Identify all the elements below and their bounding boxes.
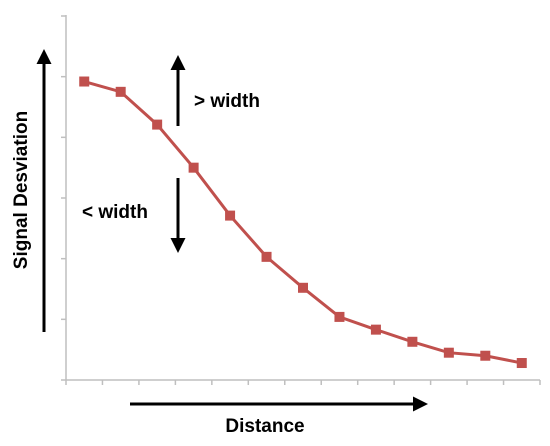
marker [443, 347, 454, 358]
marker [407, 336, 418, 347]
marker [516, 358, 527, 369]
marker [188, 162, 199, 173]
x-label: Distance [225, 416, 304, 437]
annotation: > width [194, 91, 260, 112]
marker [261, 251, 272, 262]
marker [298, 282, 308, 293]
marker [115, 86, 126, 97]
marker [334, 311, 345, 322]
line [83, 80, 523, 365]
marker [79, 76, 90, 87]
annotation: < width [82, 202, 148, 223]
marker [370, 324, 381, 335]
marker [152, 119, 163, 130]
marker [225, 210, 236, 221]
y-label: Signal Desviation [11, 111, 32, 269]
marker [480, 350, 491, 361]
